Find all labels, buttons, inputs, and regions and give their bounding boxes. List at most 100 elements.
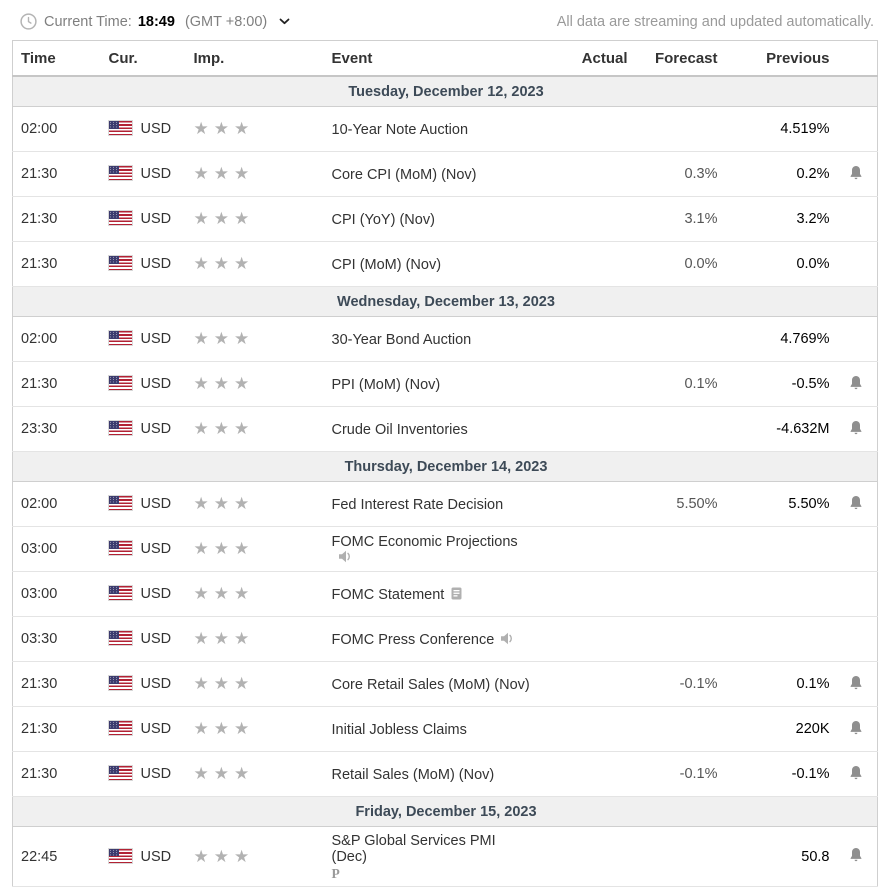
event-link[interactable]: Core Retail Sales (MoM) (Nov)	[331, 676, 530, 693]
alert-cell	[835, 526, 878, 572]
us-flag-icon	[108, 256, 132, 270]
alert-bell-icon[interactable]	[849, 495, 863, 510]
previous-value: -0.5%	[723, 361, 836, 407]
event-link[interactable]: FOMC Economic Projections	[331, 533, 518, 550]
us-flag-icon	[108, 541, 132, 555]
currency-cell: USD	[100, 316, 186, 362]
previous-value: 4.519%	[723, 106, 836, 152]
star-icon: ★	[213, 119, 234, 138]
event-link[interactable]: 30-Year Bond Auction	[331, 331, 472, 348]
star-icon: ★	[213, 719, 234, 738]
forecast-value: 0.3%	[633, 151, 724, 197]
currency-cell: USD	[100, 571, 186, 617]
currency-label: USD	[140, 421, 172, 437]
event-cell: Core Retail Sales (MoM) (Nov)	[323, 661, 540, 707]
importance-stars: ★★★	[185, 406, 324, 452]
currency-label: USD	[140, 541, 172, 557]
actual-value	[539, 481, 634, 527]
event-time: 21:30	[12, 151, 101, 197]
star-icon: ★	[213, 164, 234, 183]
event-link[interactable]: FOMC Press Conference	[331, 631, 495, 648]
event-link[interactable]: S&P Global Services PMI (Dec)	[331, 833, 496, 865]
star-icon: ★	[193, 254, 214, 273]
event-link[interactable]: Fed Interest Rate Decision	[331, 496, 504, 513]
actual-value	[539, 661, 634, 707]
event-link[interactable]: Retail Sales (MoM) (Nov)	[331, 766, 495, 783]
alert-bell-icon[interactable]	[849, 375, 863, 390]
header-alert	[835, 40, 878, 77]
event-link[interactable]: 10-Year Note Auction	[331, 121, 469, 138]
alert-bell-icon[interactable]	[849, 847, 863, 862]
actual-value	[539, 706, 634, 752]
alert-bell-icon[interactable]	[849, 165, 863, 180]
event-link[interactable]: CPI (YoY) (Nov)	[331, 211, 435, 228]
currency-cell: USD	[100, 196, 186, 242]
event-note: P	[331, 866, 340, 881]
event-link[interactable]: PPI (MoM) (Nov)	[331, 376, 441, 393]
star-icon: ★	[193, 719, 214, 738]
previous-value: -0.1%	[723, 751, 836, 797]
event-time: 21:30	[12, 241, 101, 287]
header-imp: Imp.	[185, 40, 324, 77]
event-link[interactable]: FOMC Statement	[331, 586, 445, 603]
alert-bell-icon[interactable]	[849, 720, 863, 735]
star-icon: ★	[213, 674, 234, 693]
date-separator-row: Tuesday, December 12, 2023	[12, 75, 878, 107]
event-link[interactable]: Core CPI (MoM) (Nov)	[331, 166, 477, 183]
currency-label: USD	[140, 211, 172, 227]
header-forecast: Forecast	[633, 40, 724, 77]
alert-cell	[835, 316, 878, 362]
currency-cell: USD	[100, 526, 186, 572]
currency-cell: USD	[100, 406, 186, 452]
event-time: 21:30	[12, 661, 101, 707]
star-icon: ★	[193, 674, 214, 693]
event-cell: Initial Jobless Claims	[323, 706, 540, 752]
star-icon: ★	[193, 209, 214, 228]
previous-value	[723, 571, 836, 617]
alert-bell-icon[interactable]	[849, 420, 863, 435]
star-icon: ★	[213, 764, 234, 783]
us-flag-icon	[108, 676, 132, 690]
alert-bell-icon[interactable]	[849, 675, 863, 690]
alert-cell	[835, 481, 878, 527]
actual-value	[539, 571, 634, 617]
importance-stars: ★★★	[185, 241, 324, 287]
event-cell: CPI (YoY) (Nov)	[323, 196, 540, 242]
event-cell: FOMC Economic Projections	[323, 526, 540, 572]
forecast-value	[633, 316, 724, 362]
star-icon: ★	[213, 329, 234, 348]
importance-stars: ★★★	[185, 196, 324, 242]
currency-cell: USD	[100, 481, 186, 527]
chevron-down-icon[interactable]	[279, 18, 290, 25]
star-icon: ★	[193, 419, 214, 438]
star-icon: ★	[193, 329, 214, 348]
star-icon: ★	[234, 164, 255, 183]
us-flag-icon	[108, 211, 132, 225]
currency-cell: USD	[100, 616, 186, 662]
alert-cell	[835, 616, 878, 662]
table-row: 21:30 USD ★★★ CPI (MoM) (Nov) 0.0% 0.0%	[12, 241, 878, 287]
star-icon: ★	[193, 164, 214, 183]
star-icon: ★	[213, 419, 234, 438]
star-icon: ★	[234, 539, 255, 558]
alert-cell	[835, 826, 878, 887]
currency-label: USD	[140, 766, 172, 782]
table-row: 23:30 USD ★★★ Crude Oil Inventories -4.6…	[12, 406, 878, 452]
forecast-value: 0.1%	[633, 361, 724, 407]
currency-cell: USD	[100, 151, 186, 197]
alert-bell-icon[interactable]	[849, 765, 863, 780]
star-icon: ★	[234, 254, 255, 273]
star-icon: ★	[193, 494, 214, 513]
importance-stars: ★★★	[185, 526, 324, 572]
date-label: Wednesday, December 13, 2023	[12, 286, 878, 317]
event-link[interactable]: Crude Oil Inventories	[331, 421, 468, 438]
actual-value	[539, 151, 634, 197]
currency-cell: USD	[100, 706, 186, 752]
star-icon: ★	[234, 846, 255, 866]
event-time: 21:30	[12, 361, 101, 407]
alert-cell	[835, 751, 878, 797]
table-row: 21:30 USD ★★★ CPI (YoY) (Nov) 3.1% 3.2%	[12, 196, 878, 242]
current-time-area[interactable]: Current Time: 18:49 (GMT +8:00)	[20, 13, 290, 30]
event-link[interactable]: CPI (MoM) (Nov)	[331, 256, 442, 273]
importance-stars: ★★★	[185, 751, 324, 797]
